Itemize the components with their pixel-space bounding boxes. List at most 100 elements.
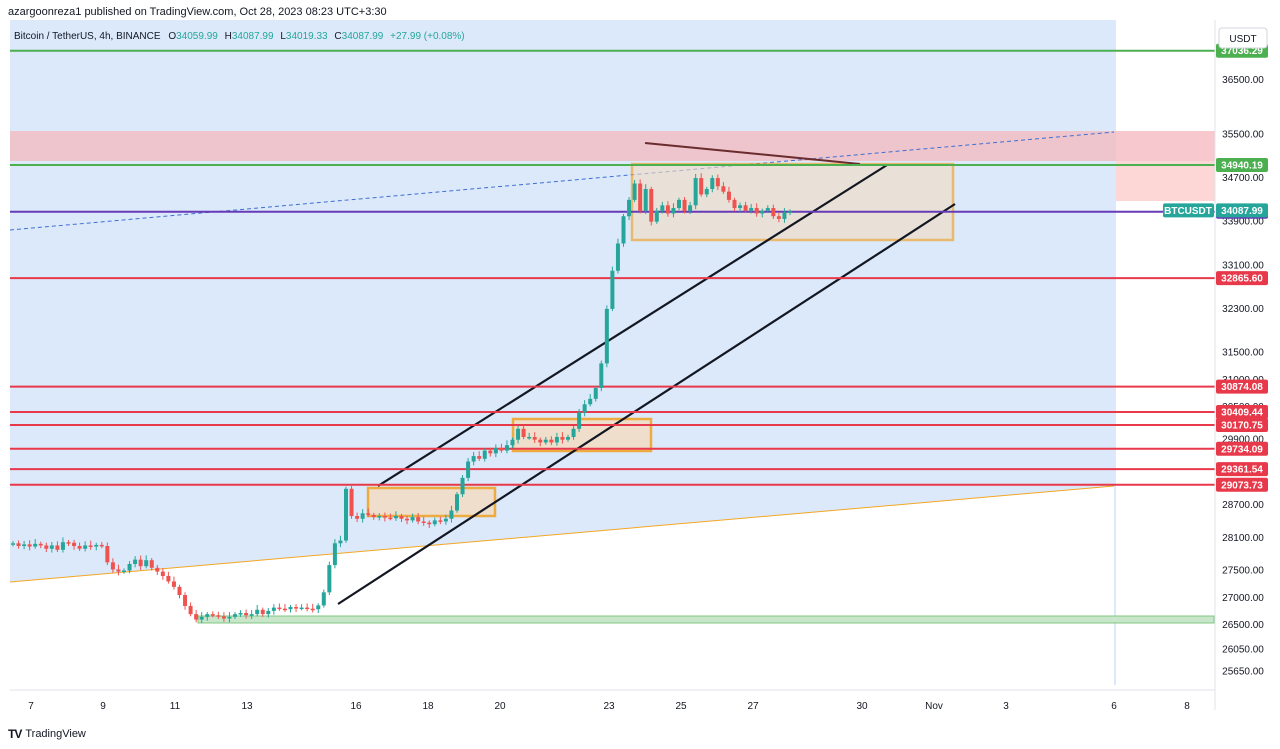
candle-body <box>427 522 432 525</box>
legend-h-label: H <box>225 31 232 42</box>
candle-body <box>510 439 515 446</box>
candle-body <box>627 199 632 217</box>
candle-body <box>177 586 182 596</box>
candle-body <box>338 540 343 544</box>
candle-body <box>788 211 792 213</box>
candle-body <box>466 461 471 478</box>
candle-body <box>49 545 54 549</box>
candle-body <box>299 607 304 610</box>
y-tick-label: 32300.00 <box>1222 304 1264 315</box>
candle-body <box>699 178 704 195</box>
level-tag <box>1216 157 1268 172</box>
candle-body <box>127 563 132 571</box>
level-tag <box>1216 271 1268 286</box>
candle-body <box>471 456 476 462</box>
candle-body <box>443 518 448 522</box>
currency-box[interactable] <box>1218 27 1268 49</box>
y-tick-label: 27000.00 <box>1222 593 1264 604</box>
price-tags: 37036.2934940.1934081.0832865.6030874.08… <box>1163 43 1268 492</box>
support-band <box>197 615 1215 624</box>
candle-body <box>416 517 421 522</box>
time-axis[interactable]: 7 9 11 13 16 18 20 23 25 27 30 Nov 3 6 8 <box>28 701 1190 712</box>
x-tick-label: 7 <box>28 701 34 712</box>
candle-body <box>599 363 604 388</box>
level-tag-label: 34940.19 <box>1221 160 1263 171</box>
candle-body <box>432 520 437 525</box>
candle-body <box>504 445 509 451</box>
candle-body <box>566 436 570 440</box>
candle-body <box>693 178 698 206</box>
candle-body <box>782 212 787 219</box>
candle-body <box>521 428 526 437</box>
y-tick-label: 36500.00 <box>1222 75 1264 86</box>
candle-body <box>255 609 260 615</box>
resistance-zone-right <box>1116 161 1215 201</box>
candle-body <box>238 613 243 615</box>
candle-body <box>66 542 71 544</box>
candle-body <box>493 447 498 454</box>
candle-body <box>715 178 720 187</box>
candle-body <box>721 186 726 192</box>
candle-body <box>732 199 737 209</box>
x-tick-label: 18 <box>422 701 434 712</box>
legend-symbol: Bitcoin / TetherUS, 4h, BINANCE <box>14 31 161 42</box>
legend-change: +27.99 (+0.08%) <box>390 31 465 42</box>
candle-body <box>449 510 454 519</box>
candle-body <box>55 545 60 550</box>
candle-body <box>688 205 693 211</box>
candle-body <box>244 613 249 616</box>
candle-body <box>771 208 776 217</box>
resistance-zone <box>10 131 1215 161</box>
x-tick-label: 9 <box>100 701 106 712</box>
legend-c-label: C <box>334 31 341 42</box>
legend: Bitcoin / TetherUS, 4h, BINANCE O34059.9… <box>14 31 465 42</box>
candle-body <box>166 575 171 582</box>
candle-body <box>760 210 765 214</box>
x-tick-label: 25 <box>675 701 687 712</box>
channel-upper-line <box>377 164 888 487</box>
candle-body <box>183 595 188 606</box>
candle-body <box>227 616 232 619</box>
candle-body <box>116 569 121 572</box>
legend-o-label: O <box>168 31 176 42</box>
level-tag <box>1216 462 1268 477</box>
candle-body <box>638 183 643 211</box>
level-tag <box>1216 477 1268 492</box>
candle-body <box>632 183 637 200</box>
publish-caption: azargoonreza1 published on TradingView.c… <box>8 6 387 18</box>
legend-l-label: L <box>280 31 286 42</box>
last-price-tag <box>1216 203 1268 218</box>
dashed-trendline <box>9 131 1115 231</box>
level-tag-label: 30874.08 <box>1221 382 1263 393</box>
candle-body <box>649 188 654 222</box>
candle-body <box>388 517 393 520</box>
legend-low: 34019.33 <box>286 31 328 42</box>
candle-body <box>144 560 149 567</box>
level-tag-label: 30170.75 <box>1221 420 1263 431</box>
tradingview-logo-icon: TV <box>8 727 22 741</box>
currency-label: USDT <box>1229 34 1256 45</box>
candle-body <box>83 545 88 549</box>
candle-body <box>538 439 543 443</box>
y-tick-label: 33900.00 <box>1222 217 1264 228</box>
candle-body <box>543 439 548 443</box>
candle-body <box>72 542 77 547</box>
symbol-tag <box>1163 203 1214 218</box>
x-tick-label: 30 <box>856 701 868 712</box>
candle-body <box>16 543 21 547</box>
x-tick-label: 20 <box>494 701 506 712</box>
candle-body <box>316 605 321 610</box>
candle-body <box>355 516 360 519</box>
candle-body <box>149 560 154 568</box>
horizontal-levels <box>10 49 1215 486</box>
candle-body <box>643 188 648 211</box>
candle-body <box>155 567 160 572</box>
level-tag <box>1216 379 1268 394</box>
candle-body <box>11 543 15 545</box>
y-tick-label: 28700.00 <box>1222 500 1264 511</box>
candle-body <box>216 615 221 617</box>
level-tag-label: 29361.54 <box>1221 465 1263 476</box>
x-tick-label: 27 <box>747 701 759 712</box>
x-tick-label: 8 <box>1184 701 1190 712</box>
